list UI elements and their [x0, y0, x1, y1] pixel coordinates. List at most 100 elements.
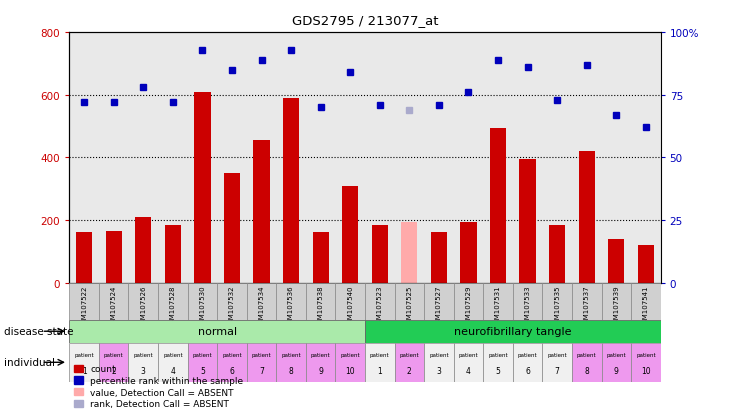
- Bar: [372, 225, 388, 283]
- Text: GSM107531: GSM107531: [495, 285, 501, 328]
- Bar: [602, 33, 631, 283]
- Text: patient: patient: [193, 352, 212, 357]
- Text: patient: patient: [458, 352, 478, 357]
- Bar: [365, 320, 661, 343]
- Bar: [572, 33, 602, 283]
- Text: patient: patient: [636, 352, 656, 357]
- Bar: [638, 245, 654, 283]
- Bar: [69, 33, 99, 283]
- Bar: [69, 343, 99, 382]
- Text: 10: 10: [641, 367, 650, 375]
- Text: 5: 5: [200, 367, 205, 375]
- Text: 1: 1: [377, 367, 383, 375]
- Bar: [608, 239, 624, 283]
- Text: 7: 7: [555, 367, 560, 375]
- Bar: [483, 283, 512, 320]
- Bar: [394, 343, 424, 382]
- Bar: [165, 225, 181, 283]
- Bar: [572, 343, 602, 382]
- Bar: [512, 283, 542, 320]
- Text: 3: 3: [437, 367, 442, 375]
- Bar: [69, 283, 99, 320]
- Bar: [483, 343, 512, 382]
- Text: 8: 8: [584, 367, 589, 375]
- Bar: [276, 33, 306, 283]
- Bar: [128, 343, 158, 382]
- Text: GSM107541: GSM107541: [643, 285, 649, 328]
- Text: patient: patient: [518, 352, 537, 357]
- Text: 3: 3: [141, 367, 146, 375]
- Text: patient: patient: [311, 352, 331, 357]
- Bar: [402, 222, 418, 283]
- Text: GSM107522: GSM107522: [81, 285, 87, 328]
- Bar: [276, 343, 306, 382]
- Text: neurofibrillary tangle: neurofibrillary tangle: [454, 326, 572, 337]
- Text: GSM107532: GSM107532: [229, 285, 235, 328]
- Text: patient: patient: [370, 352, 390, 357]
- Bar: [188, 283, 218, 320]
- Bar: [188, 343, 218, 382]
- Bar: [579, 152, 595, 283]
- Bar: [602, 343, 631, 382]
- Bar: [512, 343, 542, 382]
- Bar: [542, 343, 572, 382]
- Text: patient: patient: [104, 352, 123, 357]
- Text: patient: patient: [340, 352, 360, 357]
- Bar: [631, 283, 661, 320]
- Bar: [453, 283, 483, 320]
- Text: 7: 7: [259, 367, 264, 375]
- Text: 6: 6: [229, 367, 234, 375]
- Bar: [424, 343, 453, 382]
- Bar: [188, 33, 218, 283]
- Text: patient: patient: [163, 352, 182, 357]
- Text: patient: patient: [488, 352, 508, 357]
- Text: patient: patient: [607, 352, 626, 357]
- Bar: [365, 343, 394, 382]
- Text: patient: patient: [399, 352, 419, 357]
- Text: individual: individual: [4, 357, 55, 368]
- Text: 10: 10: [345, 367, 355, 375]
- Bar: [512, 33, 542, 283]
- Bar: [335, 283, 365, 320]
- Text: 9: 9: [614, 367, 619, 375]
- Text: GSM107537: GSM107537: [584, 285, 590, 328]
- Legend: count, percentile rank within the sample, value, Detection Call = ABSENT, rank, : count, percentile rank within the sample…: [74, 365, 243, 408]
- Bar: [158, 33, 188, 283]
- Bar: [394, 33, 424, 283]
- Text: 1: 1: [82, 367, 87, 375]
- Text: patient: patient: [577, 352, 596, 357]
- Bar: [453, 343, 483, 382]
- Text: GSM107527: GSM107527: [436, 285, 442, 328]
- Bar: [312, 233, 328, 283]
- Bar: [342, 186, 358, 283]
- Text: GSM107523: GSM107523: [377, 285, 383, 328]
- Bar: [224, 173, 240, 283]
- Bar: [431, 233, 447, 283]
- Bar: [99, 33, 128, 283]
- Bar: [306, 33, 336, 283]
- Bar: [218, 283, 247, 320]
- Bar: [631, 343, 661, 382]
- Bar: [549, 225, 565, 283]
- Text: GSM107528: GSM107528: [170, 285, 176, 328]
- Bar: [542, 283, 572, 320]
- Bar: [69, 320, 365, 343]
- Bar: [76, 233, 92, 283]
- Text: 5: 5: [496, 367, 501, 375]
- Bar: [572, 283, 602, 320]
- Text: patient: patient: [281, 352, 301, 357]
- Text: patient: patient: [222, 352, 242, 357]
- Bar: [99, 343, 128, 382]
- Text: GDS2795 / 213077_at: GDS2795 / 213077_at: [292, 14, 438, 27]
- Text: 6: 6: [525, 367, 530, 375]
- Text: GSM107539: GSM107539: [613, 285, 619, 328]
- Bar: [247, 33, 276, 283]
- Text: patient: patient: [548, 352, 567, 357]
- Bar: [424, 283, 453, 320]
- Text: patient: patient: [74, 352, 94, 357]
- Bar: [483, 33, 512, 283]
- Text: GSM107530: GSM107530: [199, 285, 205, 328]
- Text: GSM107525: GSM107525: [407, 285, 412, 328]
- Bar: [453, 33, 483, 283]
- Text: patient: patient: [134, 352, 153, 357]
